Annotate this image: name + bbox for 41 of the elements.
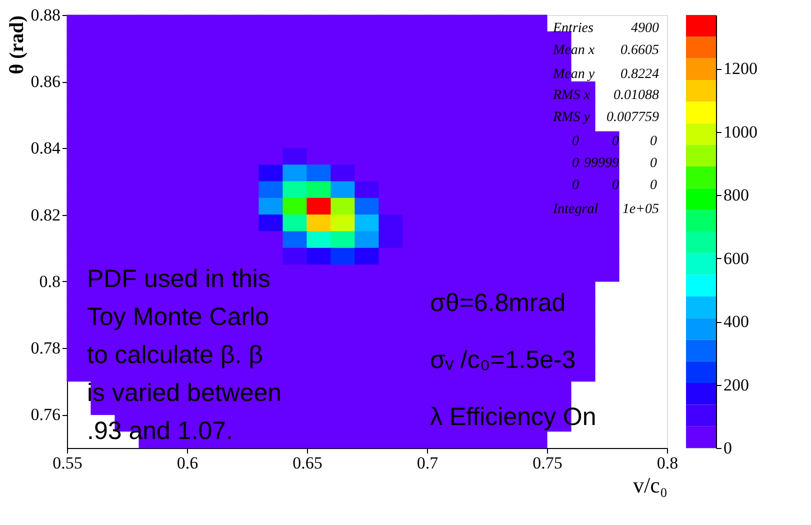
annotation: 0	[650, 178, 657, 193]
y-tick-label: 0.84	[30, 138, 61, 158]
annotation: 0	[650, 134, 657, 149]
x-tick-label: 0.65	[292, 454, 322, 472]
annotation: 4900	[631, 21, 659, 36]
x-axis-title: v/c₀	[632, 472, 668, 498]
color-bar-label: 600	[724, 248, 749, 268]
x-tick-label: 0.8	[656, 454, 678, 472]
y-tick-label: 0.82	[30, 205, 60, 224]
annotation: 0.007759	[606, 110, 659, 125]
annotation: 0.01088	[614, 88, 659, 103]
annotation: 0.6605	[620, 43, 659, 58]
annotation: 0	[612, 134, 619, 149]
annotation: 1e+05	[622, 202, 659, 217]
annotation: 0	[650, 156, 657, 171]
annotation: RMS x	[552, 88, 591, 103]
color-bar-label: 0	[724, 438, 732, 458]
annotation: 0	[572, 134, 579, 149]
annotation: Entries	[552, 21, 594, 36]
y-tick-label: 0.88	[30, 6, 60, 24]
y-axis-title: θ (rad)	[6, 16, 28, 74]
annotation: 0	[612, 178, 619, 193]
annotation: 0	[572, 156, 579, 171]
color-bar-label: 1000	[724, 122, 758, 142]
color-bar-label: 200	[724, 375, 749, 394]
x-tick-label: 0.7	[416, 454, 439, 472]
x-tick-label: 0.75	[532, 454, 562, 472]
annotation: Integral	[552, 202, 598, 217]
color-bar-label: 1200	[724, 59, 758, 78]
color-bar-label: 800	[724, 186, 749, 205]
y-tick-label: 0.78	[30, 338, 60, 358]
color-bar-label: 400	[724, 312, 749, 332]
x-tick-label: 0.6	[176, 454, 198, 472]
y-tick-label: 0.86	[30, 72, 60, 92]
y-tick-label: 0.76	[30, 405, 60, 424]
annotation: RMS y	[552, 110, 591, 125]
annotation: 0.8224	[620, 67, 659, 82]
annotation: 99999	[584, 156, 619, 171]
y-tick-label: 0.8	[39, 272, 60, 291]
annotation: 0	[572, 178, 579, 193]
x-tick-label: 0.55	[52, 454, 82, 472]
